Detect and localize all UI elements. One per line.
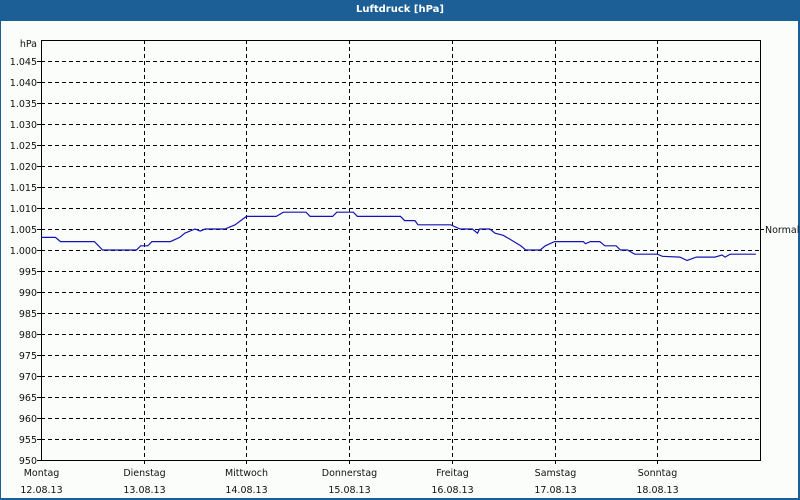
y-tick-label: 955 [19, 435, 37, 446]
normal-label: Normal [765, 225, 799, 236]
y-tick-label: 1.005 [10, 225, 37, 236]
y-tick-label: 1.000 [10, 246, 37, 257]
plot-frame [41, 40, 761, 461]
y-tick-label: 960 [19, 414, 37, 425]
pressure-line [41, 211, 756, 262]
y-tick-label: 1.030 [10, 120, 37, 131]
y-tick-label: 1.020 [10, 162, 37, 173]
y-tick-label: 965 [19, 393, 37, 404]
y-axis-label: hPa [20, 39, 37, 50]
y-tick-label: 1.025 [10, 141, 37, 152]
x-tick-day: Dienstag [123, 468, 165, 479]
y-tick-label: 990 [19, 288, 37, 299]
x-tick-day: Montag [24, 468, 60, 479]
window-title: Luftdruck [hPa] [0, 0, 800, 20]
y-tick-label: 1.035 [10, 99, 37, 110]
y-tick-label: 1.010 [10, 204, 37, 215]
x-tick-date: 15.08.13 [328, 485, 370, 496]
x-tick-day: Freitag [436, 468, 469, 479]
x-tick-day: Samstag [535, 468, 577, 479]
x-tick-day: Mittwoch [225, 468, 268, 479]
x-tick-day: Sonntag [638, 468, 677, 479]
y-tick-label: 1.040 [10, 78, 37, 89]
x-tick-date: 16.08.13 [431, 485, 473, 496]
x-tick-date: 17.08.13 [534, 485, 576, 496]
y-tick-label: 970 [19, 372, 37, 383]
x-tick-date: 14.08.13 [225, 485, 267, 496]
y-tick-label: 1.045 [10, 57, 37, 68]
x-tick-date: 12.08.13 [20, 485, 62, 496]
x-tick-day: Donnerstag [322, 468, 377, 479]
y-tick-label: 975 [19, 351, 37, 362]
y-tick-label: 980 [19, 330, 37, 341]
y-tick-label: 1.015 [10, 183, 37, 194]
y-tick-label: 985 [19, 309, 37, 320]
x-tick-date: 13.08.13 [123, 485, 165, 496]
x-tick-date: 18.08.13 [636, 485, 678, 496]
y-tick-label: 950 [19, 456, 37, 467]
y-tick-label: 995 [19, 267, 37, 278]
